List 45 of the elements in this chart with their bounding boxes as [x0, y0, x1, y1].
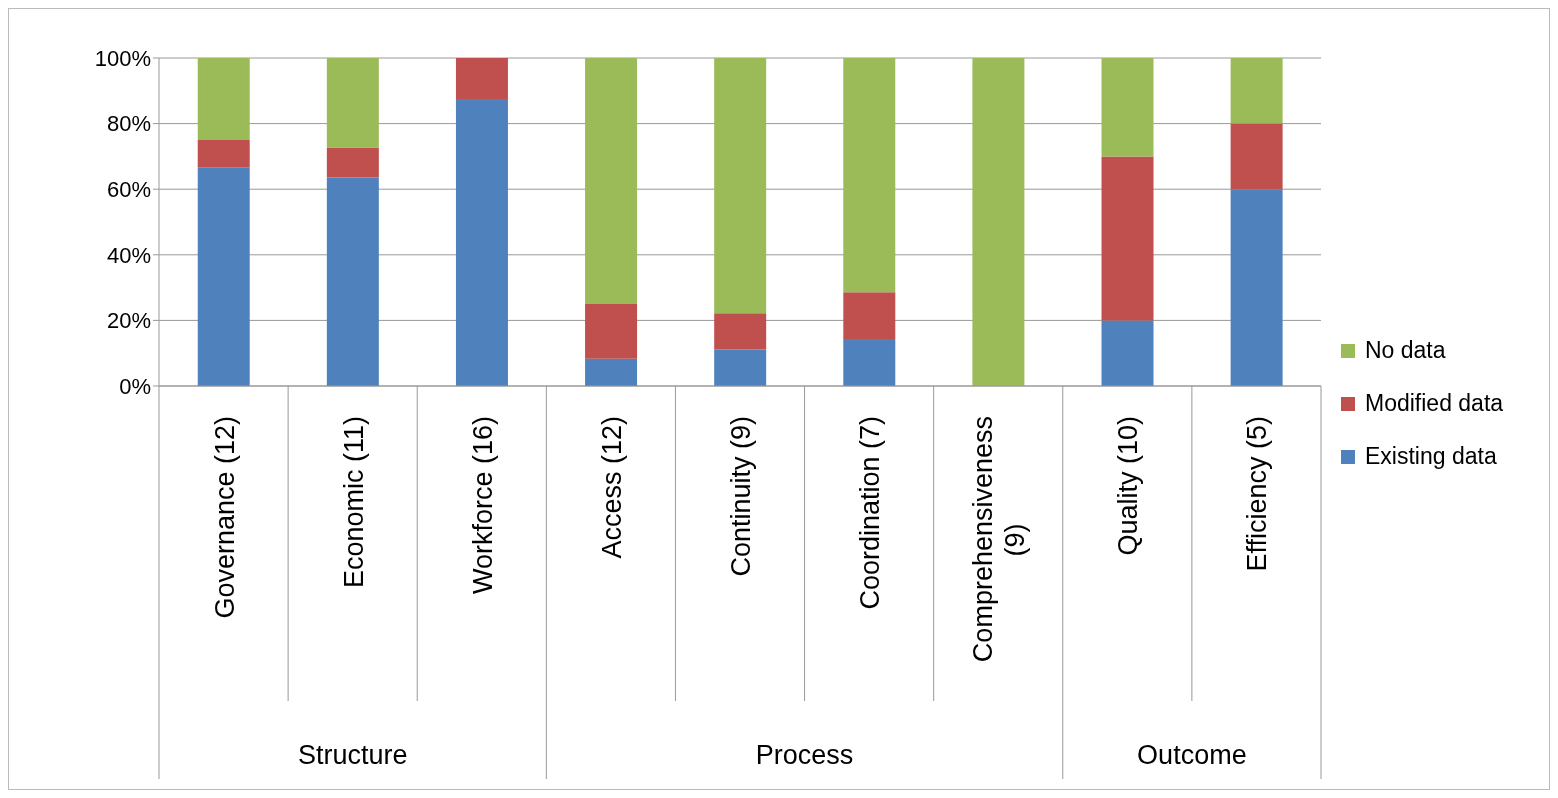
- bar: [585, 358, 638, 386]
- x-tick-label: Continuity (9): [726, 416, 756, 577]
- x-tick-label: Efficiency (5): [1242, 416, 1273, 572]
- bar: [455, 99, 508, 386]
- bar: [585, 58, 638, 304]
- y-tick-label: 60%: [106, 177, 151, 203]
- x-tick-label: Access (12): [596, 416, 627, 559]
- text: Outcome: [1137, 740, 1247, 770]
- bar: [197, 140, 250, 168]
- legend-label: No data: [1365, 337, 1446, 364]
- y-tick-label: 40%: [106, 242, 151, 268]
- y-tick-label: 100%: [94, 45, 151, 71]
- bar: [714, 313, 767, 350]
- bar: [1101, 58, 1154, 157]
- bar: [1101, 320, 1154, 386]
- bar: [1230, 58, 1283, 124]
- y-tick-label: 80%: [106, 111, 151, 137]
- bar: [326, 177, 379, 386]
- x-tick-label: Economic (11): [338, 416, 369, 589]
- text: Structure: [297, 740, 408, 770]
- bar: [843, 292, 896, 340]
- x-tick-label: Comprehensiveness (9): [968, 416, 1031, 663]
- legend-label: Modified data: [1365, 390, 1504, 417]
- bar: [1230, 123, 1283, 190]
- legend-label: Existing data: [1365, 443, 1497, 470]
- bar: [972, 58, 1025, 386]
- x-tick-label: Coordination (7): [855, 416, 886, 610]
- bar: [197, 58, 250, 140]
- text: Process: [755, 740, 854, 770]
- y-tick-label: 20%: [106, 308, 151, 334]
- bar: [1101, 156, 1154, 321]
- bar: [843, 339, 896, 386]
- bar: [714, 58, 767, 314]
- y-tick-label: 0%: [119, 373, 151, 399]
- bar: [843, 58, 896, 293]
- bar: [714, 349, 767, 386]
- bar: [1230, 189, 1283, 386]
- bar: [197, 167, 250, 386]
- x-tick-label: Quality (10): [1113, 416, 1144, 556]
- bar: [326, 147, 379, 178]
- bar: [455, 58, 508, 99]
- x-tick-label: Governance (12): [209, 416, 240, 619]
- x-tick-label: Workforce (16): [467, 416, 498, 595]
- bar: [326, 58, 379, 148]
- bar: [585, 304, 638, 359]
